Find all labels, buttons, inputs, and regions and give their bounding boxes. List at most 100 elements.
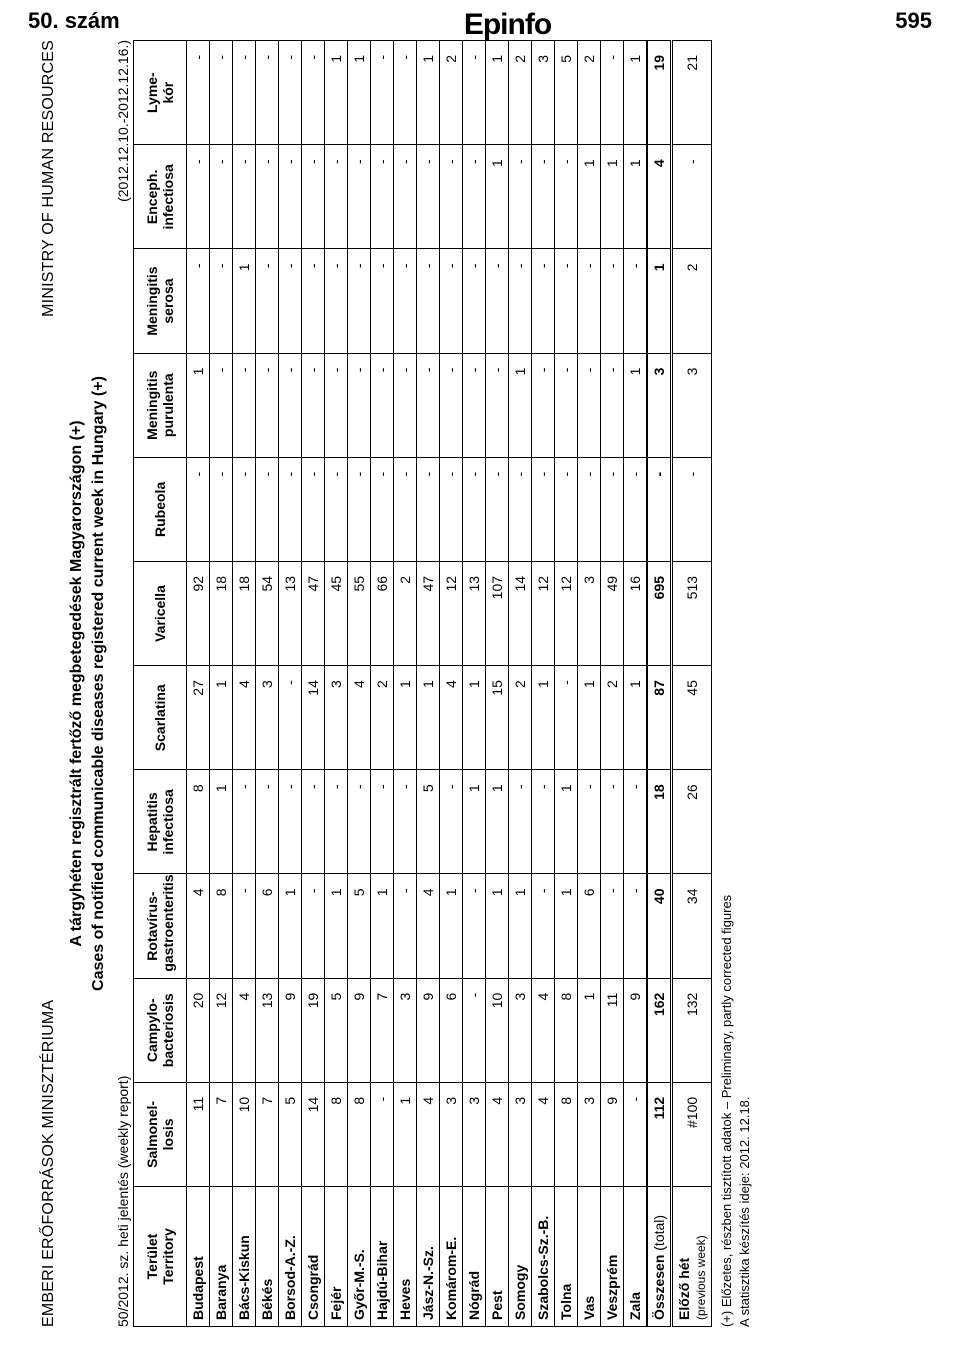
cell-value: 16 bbox=[624, 561, 648, 665]
col-disease: Scarlatina bbox=[134, 666, 187, 770]
ministry-hu: EMBERI ERŐFORRÁSOK MINISZTÉRIUMA bbox=[40, 1000, 58, 1327]
col-disease: Varicella bbox=[134, 561, 187, 665]
cell-value: - bbox=[348, 145, 371, 249]
cell-value: 1 bbox=[555, 770, 578, 874]
cell-value: - bbox=[463, 874, 486, 978]
territory-label: Borsod-A.-Z. bbox=[279, 1187, 302, 1327]
territory-label: Pest bbox=[486, 1187, 509, 1327]
totals-value: - bbox=[647, 457, 672, 561]
table-row: Baranya71281118----- bbox=[210, 41, 233, 1327]
cell-value: - bbox=[187, 457, 210, 561]
cell-value: 20 bbox=[187, 978, 210, 1082]
territory-label: Békés bbox=[256, 1187, 279, 1327]
cell-value: - bbox=[233, 874, 256, 978]
cell-value: 13 bbox=[256, 978, 279, 1082]
footnotes: (+) Előzetes, részben tisztított adatok … bbox=[718, 40, 754, 1327]
cell-value: - bbox=[532, 249, 555, 353]
cell-value: 3 bbox=[578, 1082, 601, 1186]
title-en: Cases of notified communicable diseases … bbox=[88, 40, 110, 1327]
cell-value: - bbox=[601, 874, 624, 978]
cell-value: - bbox=[302, 249, 325, 353]
cell-value: 3 bbox=[256, 666, 279, 770]
cell-value: - bbox=[394, 457, 417, 561]
cell-value: - bbox=[256, 145, 279, 249]
cell-value: - bbox=[532, 457, 555, 561]
cell-value: - bbox=[394, 249, 417, 353]
cell-value: 8 bbox=[555, 1082, 578, 1186]
table-row: Vas316-13---12 bbox=[578, 41, 601, 1327]
footnote-date: A statisztika készítés ideje: 2012. 12.1… bbox=[736, 40, 754, 1327]
cell-value: - bbox=[601, 353, 624, 457]
cell-value: - bbox=[532, 874, 555, 978]
territory-label: Budapest bbox=[187, 1187, 210, 1327]
cell-value: 2 bbox=[394, 561, 417, 665]
cell-value: - bbox=[302, 353, 325, 457]
cell-value: - bbox=[440, 353, 463, 457]
cell-value: 5 bbox=[417, 770, 440, 874]
totals-value: 3 bbox=[647, 353, 672, 457]
cell-value: 7 bbox=[210, 1082, 233, 1186]
cell-value: - bbox=[233, 353, 256, 457]
cell-value: 1 bbox=[394, 1082, 417, 1186]
cell-value: - bbox=[394, 41, 417, 145]
cell-value: 54 bbox=[256, 561, 279, 665]
cell-value: 1 bbox=[463, 770, 486, 874]
cell-value: - bbox=[601, 457, 624, 561]
cell-value: - bbox=[371, 770, 394, 874]
cell-value: - bbox=[325, 353, 348, 457]
col-disease: Enceph.infectiosa bbox=[134, 145, 187, 249]
cell-value: - bbox=[578, 770, 601, 874]
cell-value: 1 bbox=[486, 874, 509, 978]
cell-value: 7 bbox=[371, 978, 394, 1082]
cell-value: 3 bbox=[325, 666, 348, 770]
cell-value: 4 bbox=[440, 666, 463, 770]
cell-value: 19 bbox=[302, 978, 325, 1082]
cell-value: - bbox=[509, 249, 532, 353]
col-disease: Lyme-kór bbox=[134, 41, 187, 145]
cell-value: - bbox=[555, 457, 578, 561]
previous-week-value: - bbox=[672, 145, 712, 249]
cell-value: 4 bbox=[532, 1082, 555, 1186]
cell-value: 1 bbox=[210, 770, 233, 874]
cell-value: 1 bbox=[210, 666, 233, 770]
cell-value: - bbox=[624, 770, 648, 874]
cell-value: 5 bbox=[325, 978, 348, 1082]
cell-value: - bbox=[325, 770, 348, 874]
col-disease: Meningitispurulenta bbox=[134, 353, 187, 457]
cell-value: 1 bbox=[486, 41, 509, 145]
cell-value: 47 bbox=[417, 561, 440, 665]
cell-value: - bbox=[555, 353, 578, 457]
cell-value: - bbox=[601, 41, 624, 145]
cell-value: 1 bbox=[233, 249, 256, 353]
table-row: Somogy331-214-1--2 bbox=[509, 41, 532, 1327]
cell-value: 8 bbox=[210, 874, 233, 978]
cell-value: 7 bbox=[256, 1082, 279, 1186]
territory-label: Fejér bbox=[325, 1187, 348, 1327]
territory-label: Heves bbox=[394, 1187, 417, 1327]
cell-value: 4 bbox=[187, 874, 210, 978]
cell-value: 9 bbox=[348, 978, 371, 1082]
cell-value: - bbox=[394, 770, 417, 874]
table-row: Jász-N.-Sz.4945147----1 bbox=[417, 41, 440, 1327]
cell-value: 1 bbox=[624, 41, 648, 145]
cell-value: - bbox=[394, 874, 417, 978]
page: 50. szám Epinfo 595 EMBERI ERŐFORRÁSOK M… bbox=[0, 0, 960, 1367]
totals-value: 1 bbox=[647, 249, 672, 353]
previous-week-value: 26 bbox=[672, 770, 712, 874]
territory-label: Vas bbox=[578, 1187, 601, 1327]
territory-label: Zala bbox=[624, 1187, 648, 1327]
cell-value: 1 bbox=[417, 666, 440, 770]
report-subhead: 50/2012. sz. heti jelentés (weekly repor… bbox=[115, 40, 131, 1327]
cell-value: 3 bbox=[440, 1082, 463, 1186]
cell-value: 1 bbox=[394, 666, 417, 770]
totals-value: 19 bbox=[647, 41, 672, 145]
previous-week-value: 513 bbox=[672, 561, 712, 665]
cell-value: - bbox=[210, 41, 233, 145]
cell-value: - bbox=[486, 249, 509, 353]
cell-value: - bbox=[187, 249, 210, 353]
territory-label: Hajdú-Bihar bbox=[371, 1187, 394, 1327]
cell-value: - bbox=[394, 353, 417, 457]
cell-value: - bbox=[256, 249, 279, 353]
cell-value: 14 bbox=[302, 1082, 325, 1186]
cell-value: 10 bbox=[233, 1082, 256, 1186]
